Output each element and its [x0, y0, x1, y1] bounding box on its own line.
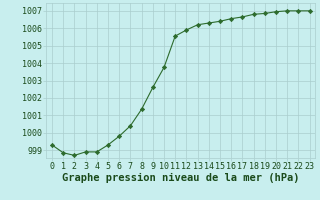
X-axis label: Graphe pression niveau de la mer (hPa): Graphe pression niveau de la mer (hPa) [62, 173, 300, 183]
